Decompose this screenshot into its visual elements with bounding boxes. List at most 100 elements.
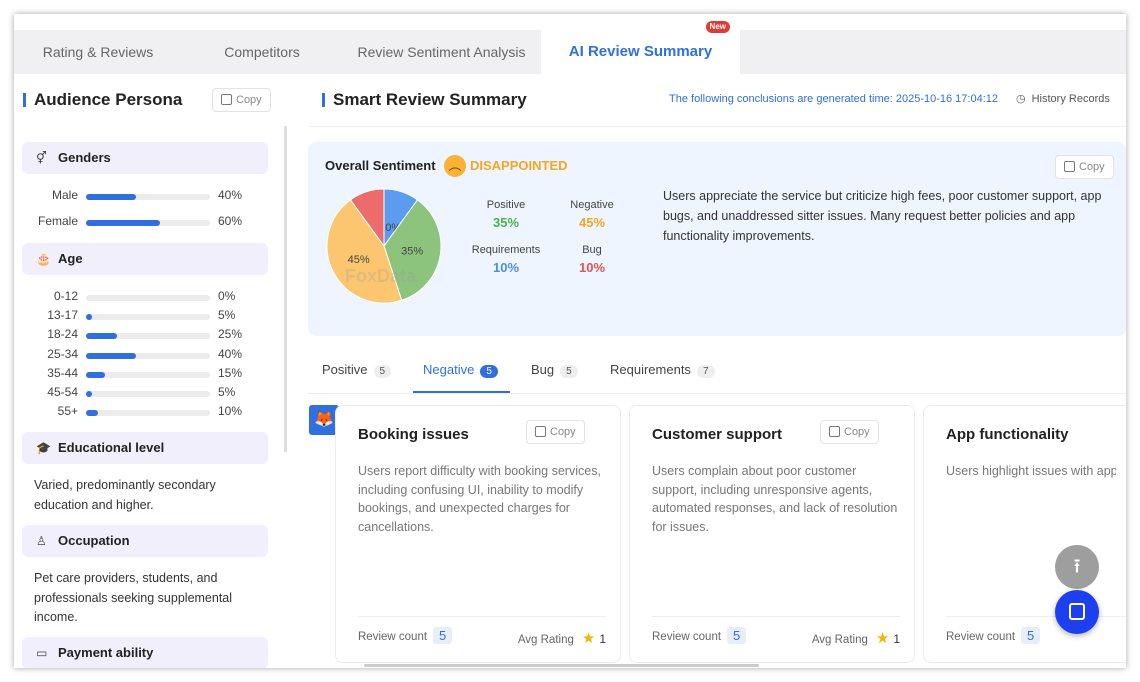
bar-row: 18-24 25% xyxy=(14,327,284,345)
row-label: 55+ xyxy=(57,404,78,419)
tab-label: AI Review Summary xyxy=(568,43,713,60)
audience-persona-title: Audience Persona xyxy=(23,90,182,110)
progress-fill xyxy=(86,352,136,359)
stat-label: Negative xyxy=(570,199,614,211)
subtab-label: Bug xyxy=(531,362,555,377)
card-copy-button[interactable]: Copy xyxy=(820,420,879,444)
card-copy-button[interactable]: Copy xyxy=(526,420,585,444)
progress-bar xyxy=(86,194,210,200)
subtab-count: 5 xyxy=(480,365,498,378)
summary-card: Booking issues Copy Users report difficult… xyxy=(335,405,621,663)
copy-icon xyxy=(1064,161,1075,172)
tab-rating-reviews[interactable]: Rating & Reviews xyxy=(42,44,154,60)
stat-bug: Bug 10% xyxy=(552,244,632,275)
horizontal-scrollbar[interactable] xyxy=(364,664,759,667)
row-value: 40% xyxy=(218,188,243,202)
copy-icon xyxy=(829,426,840,437)
subtab-label: Positive xyxy=(322,362,368,377)
pie-label: 35% xyxy=(401,245,423,257)
progress-bar xyxy=(86,314,210,321)
star-icon: ★ xyxy=(875,630,890,647)
review-count: Review count 5 xyxy=(946,627,1041,644)
subtab-label: Negative xyxy=(423,362,475,377)
stat-value: 10% xyxy=(492,260,520,275)
subtab-bug[interactable]: Bug 5 xyxy=(531,362,578,378)
copy-icon xyxy=(535,426,546,437)
education-text: Varied, predominantly secondary educatio… xyxy=(34,478,216,512)
sentiment-status: DISAPPOINTED xyxy=(470,158,568,173)
chat-button[interactable] xyxy=(1055,590,1099,634)
stat-negative: Negative 45% xyxy=(552,199,632,230)
progress-fill xyxy=(86,371,105,378)
stat-label: Positive xyxy=(486,199,526,211)
bar-row: 45-54 5% xyxy=(14,385,284,403)
row-value: 60% xyxy=(218,214,243,228)
row-value: 10% xyxy=(218,404,243,419)
tab-ai-review-summary[interactable]: AI Review Summary New xyxy=(541,21,740,74)
row-value: 15% xyxy=(218,365,243,380)
education-section: 🎓 Educational level xyxy=(22,432,268,464)
scroll-top-button[interactable]: ⭱ xyxy=(1055,545,1099,589)
subtab-negative[interactable]: Negative 5 xyxy=(413,362,510,393)
stat-label: Requirements xyxy=(471,244,541,256)
pie-slice-bug[interactable] xyxy=(349,188,385,248)
chat-icon xyxy=(1069,603,1085,620)
copy-icon xyxy=(221,94,232,105)
gender-icon: ⚥ xyxy=(36,151,47,165)
section-title: Payment ability xyxy=(58,645,154,660)
cake-icon: 🎂 xyxy=(36,252,51,266)
progress-bar xyxy=(86,220,210,226)
tab-competitors[interactable]: Competitors xyxy=(224,44,300,60)
generated-time: The following conclusions are generated … xyxy=(669,93,998,105)
bar-row: Male 40% xyxy=(14,188,284,206)
review-count-value: 5 xyxy=(727,627,747,644)
review-count-label: Review count xyxy=(946,631,1016,643)
card-title: Customer support xyxy=(652,426,783,443)
age-section: 🎂 Age xyxy=(22,243,268,275)
subtab-label: Requirements xyxy=(610,362,691,377)
persona-copy-button[interactable]: Copy xyxy=(212,88,271,112)
row-label: Male xyxy=(51,188,78,202)
card-text: Users report difficulty with booking ser… xyxy=(358,464,601,534)
pie-slice-positive[interactable] xyxy=(383,199,442,301)
app-window: Rating & Reviews Competitors Review Sent… xyxy=(14,14,1126,668)
stat-label: Bug xyxy=(582,244,602,256)
progress-bar xyxy=(86,333,210,340)
bar-row: 13-17 5% xyxy=(14,308,284,326)
row-label: 25-34 xyxy=(47,346,78,361)
copy-label: Copy xyxy=(1079,161,1105,173)
card-footer: Review count 5 Avg Rating ★ 1 xyxy=(358,616,606,652)
review-count-value: 5 xyxy=(433,627,453,644)
persona-scrollbar[interactable] xyxy=(284,126,287,452)
graduation-cap-icon: 🎓 xyxy=(36,441,51,455)
subtab-count: 5 xyxy=(560,365,578,378)
copy-label: Copy xyxy=(550,426,576,438)
progress-bar xyxy=(86,410,210,417)
tie-icon: ♙ xyxy=(36,534,47,548)
occupation-section: ♙ Occupation xyxy=(22,525,268,557)
category-tabs: Positive 5 Negative 5 Bug 5 Requirements 7 xyxy=(308,356,1126,394)
pie-slice-negative[interactable] xyxy=(326,199,403,304)
history-records-link[interactable]: ◷ History Records xyxy=(1016,92,1110,105)
subtab-count: 5 xyxy=(373,365,392,378)
sad-face-icon: ︵ xyxy=(444,155,466,177)
progress-bar xyxy=(86,371,210,378)
subtab-requirements[interactable]: Requirements 7 xyxy=(610,362,715,378)
avg-rating-value: 1 xyxy=(599,632,606,646)
stat-value: 45% xyxy=(578,215,606,230)
copy-label: Copy xyxy=(236,94,262,106)
progress-bar xyxy=(86,352,210,359)
history-icon: ◷ xyxy=(1016,93,1026,105)
persona-panel: ⚥ Genders Male 40% Female 60% 🎂 Age 0-12 0% 13-… xyxy=(14,126,284,668)
tab-review-sentiment[interactable]: Review Sentiment Analysis xyxy=(357,44,526,60)
subtab-count: 7 xyxy=(696,365,715,378)
foxdata-logo-icon: 🦊 xyxy=(309,405,339,435)
avg-rating-label: Avg Rating xyxy=(811,634,868,646)
subtab-positive[interactable]: Positive 5 xyxy=(322,362,392,378)
avg-rating: Avg Rating ★ 1 xyxy=(518,629,606,647)
bar-row: 35-44 15% xyxy=(14,366,284,384)
bar-row: 0-12 0% xyxy=(14,289,284,307)
row-value: 40% xyxy=(218,346,243,361)
summary-copy-button[interactable]: Copy xyxy=(1055,155,1114,179)
